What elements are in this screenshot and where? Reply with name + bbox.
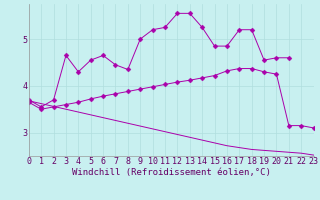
X-axis label: Windchill (Refroidissement éolien,°C): Windchill (Refroidissement éolien,°C) <box>72 168 271 177</box>
